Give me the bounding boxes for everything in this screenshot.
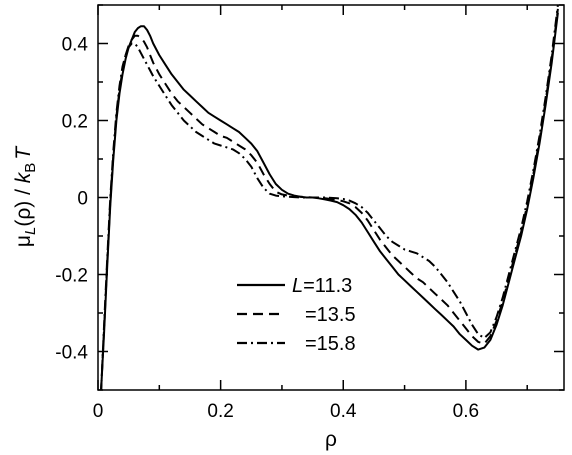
legend-label-1: L=11.3 [292, 275, 352, 297]
legend-label-1-italic: L [292, 275, 303, 297]
legend-label-2: =13.5 [305, 304, 356, 326]
legend-label-3: =15.8 [305, 333, 356, 355]
y-axis-title-sub-L: L [22, 227, 39, 235]
x-tick-label-0: 0 [93, 401, 104, 422]
series-line-2 [100, 5, 559, 390]
y-tick-label-1: -0.2 [55, 266, 88, 287]
x-tick-label-2: 0.4 [330, 401, 357, 422]
y-tick-label-0: -0.4 [55, 343, 88, 364]
legend: L=11.3 =13.5 =15.8 [237, 275, 356, 355]
y-axis-title-k: k [12, 171, 35, 183]
y-tick-label-4: 0.4 [62, 35, 89, 56]
series-line-1 [100, 8, 559, 390]
y-axis-title-sub-B: B [22, 163, 39, 173]
y-axis-title-mu: μ [12, 235, 35, 247]
x-axis-title: ρ [325, 428, 337, 451]
y-axis-title-T: T [12, 145, 35, 160]
series-layer [100, 5, 559, 390]
axis-ticks: 0 0.2 0.4 0.6 -0.4 -0.2 0 0.2 0.4 [55, 4, 564, 422]
x-tick-label-1: 0.2 [207, 401, 233, 422]
y-tick-label-3: 0.2 [62, 112, 88, 133]
y-axis-title: μL(ρ) / kBT [12, 145, 39, 247]
y-tick-label-2: 0 [77, 189, 88, 210]
legend-label-1-text: =11.3 [303, 275, 352, 297]
y-axis-title-mid: (ρ) / [12, 183, 35, 226]
x-tick-label-3: 0.6 [453, 401, 479, 422]
